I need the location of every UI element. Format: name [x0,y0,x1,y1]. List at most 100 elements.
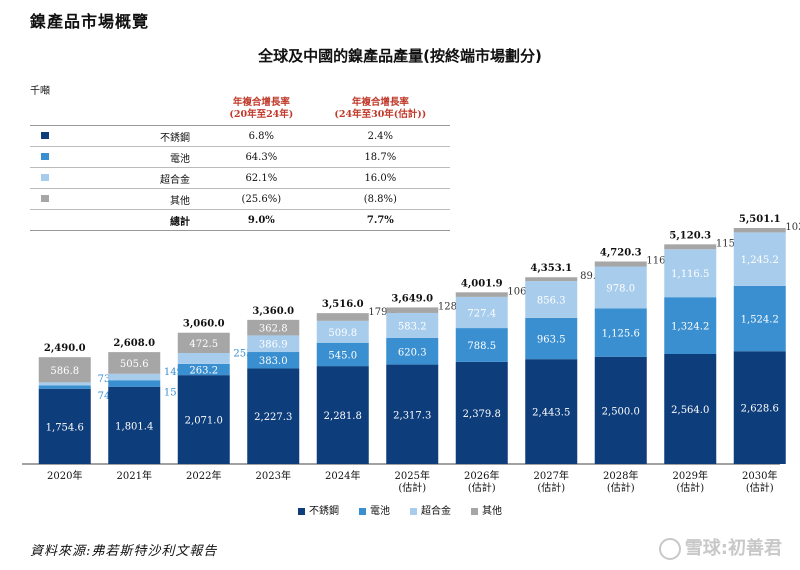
cagr-row: 超合金 62.1% 16.0% [30,167,450,189]
bar-segment-battery [733,285,786,352]
category-label: 2025年 [395,469,430,482]
total-label: 3,060.0 [183,319,225,330]
bar-segment-battery [664,297,717,355]
bar-segment-other [455,292,508,297]
cagr-value-2020-2024: 9.0% [212,209,311,231]
cagr-table: 年複合增長率 (20年至24年) 年複合增長率 (24年至30年(估計)) 不銹… [30,96,450,231]
value-label: 2,071.0 [185,416,223,427]
value-label: 2,281.8 [324,411,362,422]
value-label: 1,801.4 [115,421,153,432]
bar-segment-other [316,313,369,321]
value-label: 963.5 [537,335,566,346]
bar-segment-other [247,319,300,336]
total-label: 4,720.3 [600,247,642,258]
value-label: 978.0 [606,283,635,294]
legend-label: 不銹鋼 [309,506,339,517]
category-label: (估計) [398,481,426,494]
bar-segment-stainless-steel [525,359,578,464]
series-swatch [41,194,49,202]
category-label: (估計) [746,481,774,494]
category-label: 2030年 [742,469,777,482]
value-label: 2,443.5 [532,408,570,419]
cagr-series-name: 電池 [60,146,212,168]
bar-segment-superalloy [177,352,230,364]
value-label: 583.2 [398,321,427,332]
bar-segment-other [664,244,717,250]
bar-segment-stainless-steel [733,351,786,464]
value-label: 620.3 [398,347,427,358]
bar-segment-superalloy [733,232,786,286]
total-label: 4,001.9 [461,278,503,289]
category-label: 2021年 [117,469,152,482]
watermark-text: 雪球:初善君 [684,538,782,559]
value-label: 2,317.3 [393,410,431,421]
cagr-row: 其他 (25.6%) (8.8%) [30,188,450,210]
cagr-row: 總計 9.0% 7.7% [30,209,450,231]
legend-label: 其他 [482,506,502,517]
legend-swatch [359,508,366,515]
total-label: 5,120.3 [669,230,711,241]
bar-segment-battery [594,308,647,357]
value-label: 362.8 [259,324,288,335]
value-label: 727.4 [467,308,496,319]
value-label: 2,564.0 [671,405,709,416]
total-label: 3,360.0 [252,306,294,317]
cagr-swatch-cell [30,167,60,189]
series-swatch [41,131,49,139]
total-label: 3,516.0 [322,299,364,310]
cagr-value-2024-2030: 16.0% [310,167,450,189]
cagr-value-2020-2024: 6.8% [212,125,311,147]
value-label: 788.5 [467,341,496,352]
bar-segment-superalloy [38,382,91,386]
legend-label: 電池 [370,506,390,517]
value-label: 106.3 [507,286,536,297]
legend-item: 電池 [359,502,390,517]
cagr-header-blank [30,96,60,126]
category-label: 2023年 [256,469,291,482]
bar-segment-battery [455,328,508,362]
value-label: 263.2 [189,366,218,377]
cagr-series-name: 其他 [60,188,212,210]
bar-segment-superalloy [525,281,578,318]
bar-segment-other [594,261,647,267]
cagr-header-2: 年複合增長率 (24年至30年(估計)) [310,96,450,126]
bar-segment-stainless-steel [664,354,717,464]
cagr-header-blank [60,96,212,126]
total-label: 5,501.1 [739,214,781,225]
value-label: 89.8 [580,271,602,282]
value-label: 179.4 [368,307,397,318]
bar-segment-other [108,352,161,374]
value-label: 1,324.2 [671,322,709,333]
cagr-row: 電池 64.3% 18.7% [30,146,450,168]
value-label: 509.8 [328,328,357,339]
cagr-series-name: 不銹鋼 [60,125,212,147]
category-label: 2029年 [673,469,708,482]
bar-segment-battery [108,380,161,387]
bar-segment-superalloy [455,296,508,329]
total-label: 2,608.0 [113,338,155,349]
category-label: 2028年 [603,469,638,482]
value-label: 103.1 [785,222,800,233]
cagr-value-2024-2030: 18.7% [310,146,450,168]
series-swatch [41,152,49,160]
cagr-series-name: 總計 [60,209,212,231]
total-label: 2,490.0 [44,343,86,354]
category-label: (估計) [607,481,635,494]
cagr-row: 不銹鋼 6.8% 2.4% [30,125,450,147]
cagr-header-1: 年複合增長率 (20年至24年) [212,96,311,126]
bar-segment-stainless-steel [108,386,161,464]
bar-segment-other [733,228,786,233]
bar-segment-other [386,307,439,313]
category-label: 2020年 [47,469,82,482]
value-label: 856.3 [537,295,566,306]
value-label: 1,524.2 [741,315,779,326]
category-label: (估計) [537,481,565,494]
legend-swatch [410,508,417,515]
value-label: 128.1 [438,301,467,312]
bar-segment-other [38,357,91,383]
section-title: 鎳產品市場概覽 [30,12,150,31]
cagr-value-2024-2030: 7.7% [310,209,450,231]
snowball-logo-icon [658,538,681,560]
bar-segment-superalloy [386,312,439,338]
bar-segment-superalloy [247,335,300,353]
